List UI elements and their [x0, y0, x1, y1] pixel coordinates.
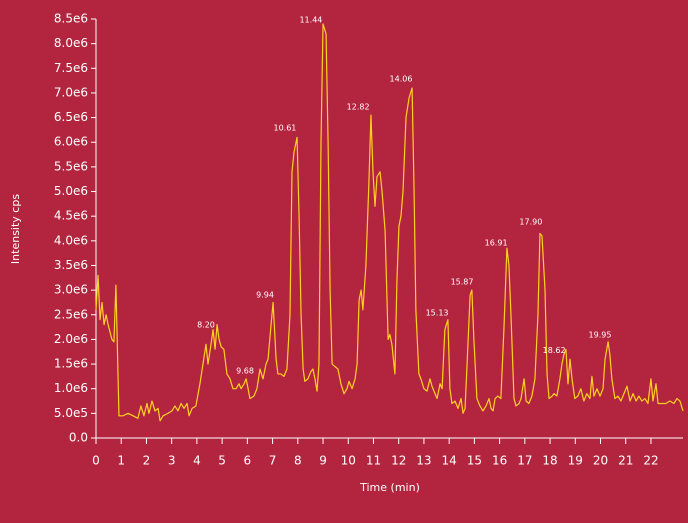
peak-label: 12.82 — [347, 103, 370, 112]
y-tick-label: 7.0e6 — [54, 85, 88, 99]
peak-label: 18.62 — [543, 346, 566, 355]
x-tick-label: 10 — [341, 454, 356, 468]
peak-label: 11.44 — [299, 15, 322, 24]
y-tick-label: 2.5e6 — [54, 307, 88, 321]
line — [95, 23, 684, 422]
y-axis-label: Intensity cps — [9, 194, 22, 264]
y-tick-label: 8.5e6 — [54, 12, 88, 26]
x-tick-label: 13 — [416, 454, 431, 468]
x-tick-label: 14 — [442, 454, 457, 468]
x-tick-label: 3 — [168, 454, 176, 468]
x-tick-label: 2 — [143, 454, 151, 468]
x-tick-label: 18 — [542, 454, 557, 468]
y-tick-label: 3.5e6 — [54, 258, 88, 272]
peak-label: 19.95 — [589, 330, 612, 339]
peak-label: 17.90 — [519, 218, 542, 227]
x-tick-label: 22 — [643, 454, 658, 468]
x-tick-label: 19 — [568, 454, 583, 468]
y-tick-label: 1.5e6 — [54, 357, 88, 371]
y-tick-label: 2.0e6 — [54, 332, 88, 346]
x-tick-label: 1 — [117, 454, 125, 468]
y-tick-label: 5.5e6 — [54, 159, 88, 173]
y-tick-label: 0.0 — [69, 431, 88, 445]
x-tick-label: 16 — [492, 454, 507, 468]
y-tick-label: 1.0e6 — [54, 381, 88, 395]
x-tick-label: 7 — [269, 454, 277, 468]
peak-label: 10.61 — [273, 123, 296, 132]
x-tick-label: 17 — [517, 454, 532, 468]
x-tick-label: 9 — [319, 454, 327, 468]
y-tick-label: 4.0e6 — [54, 233, 88, 247]
y-tick-label: 6.5e6 — [54, 110, 88, 124]
peak-label: 14.06 — [390, 75, 413, 84]
x-tick-label: 20 — [593, 454, 608, 468]
y-tick-label: 8.0e6 — [54, 36, 88, 50]
peak-label: 8.20 — [197, 321, 215, 330]
x-tick-label: 0 — [92, 454, 100, 468]
x-tick-label: 12 — [391, 454, 406, 468]
peak-label: 9.94 — [256, 291, 274, 300]
x-tick-label: 4 — [193, 454, 201, 468]
x-tick-label: 6 — [244, 454, 252, 468]
x-tick-label: 5 — [218, 454, 226, 468]
y-tick-label: 7.5e6 — [54, 61, 88, 75]
x-tick-label: 11 — [366, 454, 381, 468]
peak-label: 15.13 — [426, 308, 449, 317]
x-axis-label: Time (min) — [359, 481, 420, 494]
x-tick-label: 15 — [467, 454, 482, 468]
y-tick-label: 6.0e6 — [54, 135, 88, 149]
peak-label: 15.87 — [451, 278, 474, 287]
y-tick-label: 3.0e6 — [54, 283, 88, 297]
y-tick-label: 4.5e6 — [54, 209, 88, 223]
y-tick-label: 5.0e5 — [54, 406, 88, 420]
peak-label: 9.68 — [236, 366, 254, 375]
x-tick-label: 8 — [294, 454, 302, 468]
peak-label: 16.91 — [485, 238, 508, 247]
x-tick-label: 21 — [618, 454, 633, 468]
y-tick-label: 5.0e6 — [54, 184, 88, 198]
